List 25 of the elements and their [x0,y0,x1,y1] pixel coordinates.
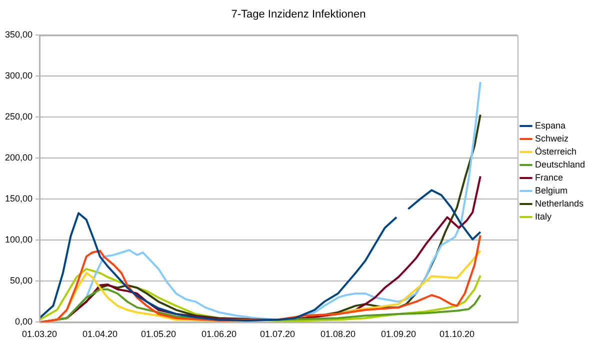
y-tick-label: 300,00 [4,70,33,81]
y-tick-label: 0,00 [14,316,33,327]
y-tick-label: 200,00 [4,152,33,163]
chart-title: 7-Tage Inzidenz Infektionen [231,8,366,21]
x-tick-label: 01.08.20 [320,329,356,340]
legend-label: Espana [534,120,566,130]
legend-label: Österreich [534,146,576,156]
legend-label: Italy [534,211,552,222]
legend-label: Schweiz [534,133,569,144]
x-tick-label: 01.05.20 [141,329,176,340]
y-tick-label: 50,00 [10,276,33,286]
legend-label: France [534,172,563,182]
legend-label: Deutschland [534,159,586,170]
x-tick-label: 01.07.20 [260,329,296,340]
y-tick-label: 250,00 [4,112,33,122]
y-tick-label: 100,00 [4,234,33,245]
x-tick-label: 01.03.20 [22,329,58,340]
x-tick-label: 01.06.20 [201,329,237,340]
y-tick-label: 150,00 [4,194,33,204]
legend-label: Netherlands [534,198,584,208]
x-tick-label: 01.04.20 [82,329,118,340]
y-tick-label: 350,00 [4,30,33,40]
x-tick-label: 01.10.20 [439,329,475,340]
x-tick-label: 01.09.20 [380,329,416,340]
legend-label: Belgium [534,185,568,196]
